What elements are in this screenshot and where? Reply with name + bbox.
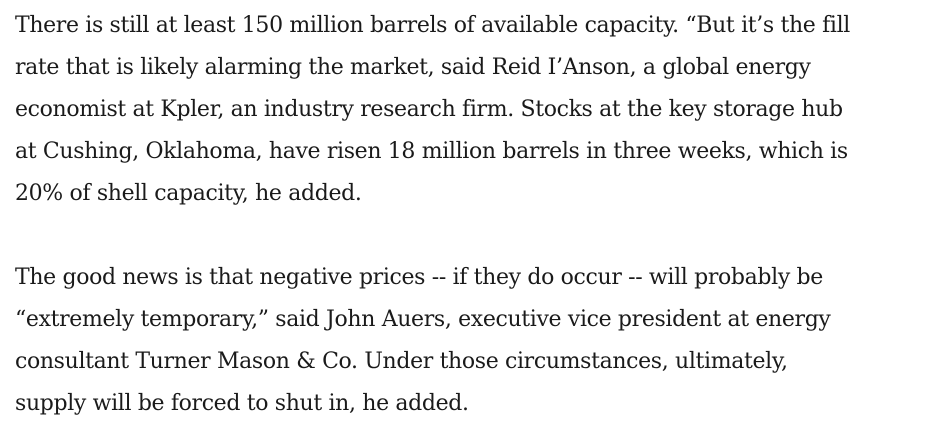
text-line: supply will be forced to shut in, he add… — [15, 391, 469, 416]
text-line: There is still at least 150 million barr… — [15, 13, 850, 38]
paragraph-storage-capacity: There is still at least 150 million barr… — [15, 5, 940, 215]
text-line: at Cushing, Oklahoma, have risen 18 mill… — [15, 139, 848, 164]
text-line: consultant Turner Mason & Co. Under thos… — [15, 349, 788, 374]
text-line: economist at Kpler, an industry research… — [15, 97, 843, 122]
text-line: The good news is that negative prices --… — [15, 265, 823, 290]
text-line: rate that is likely alarming the market,… — [15, 55, 811, 80]
text-line: 20% of shell capacity, he added. — [15, 181, 362, 206]
text-line: “extremely temporary,” said John Auers, … — [15, 307, 831, 332]
paragraph-negative-prices: The good news is that negative prices --… — [15, 257, 940, 425]
